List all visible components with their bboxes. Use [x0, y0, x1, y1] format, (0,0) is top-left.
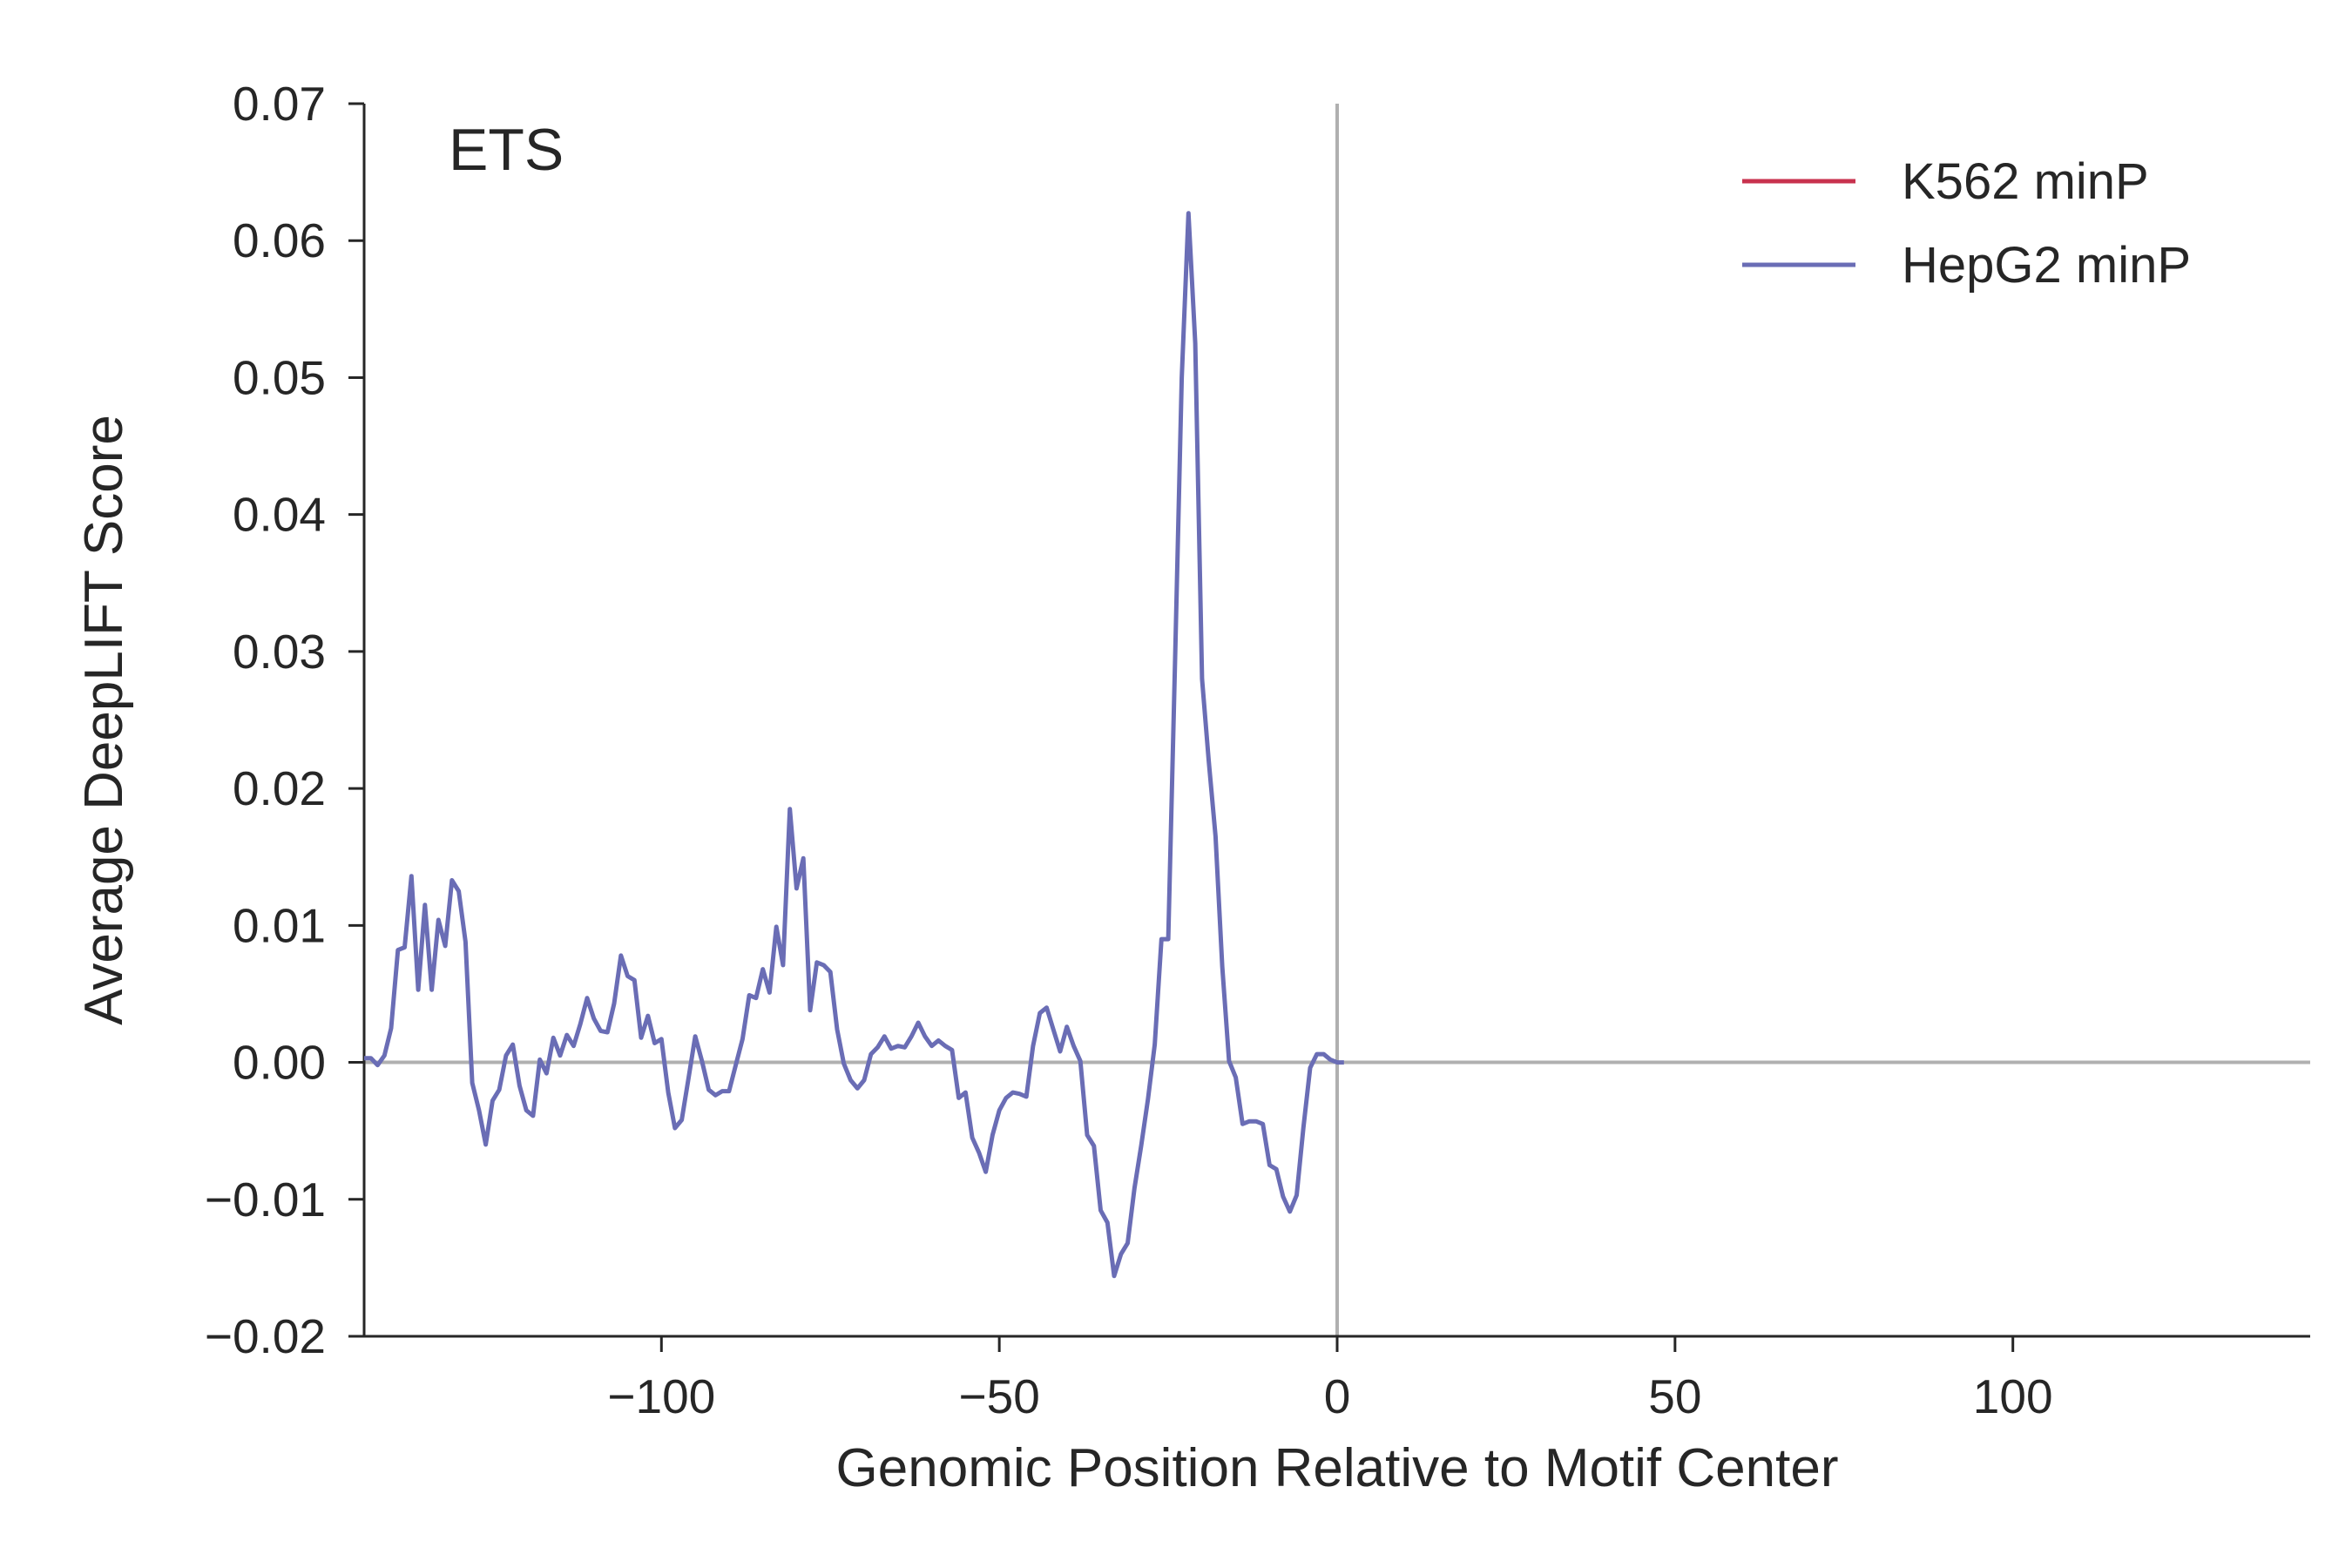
- y-tick-label: 0.04: [233, 488, 326, 542]
- y-axis-title: Average DeepLIFT Score: [74, 415, 134, 1025]
- y-tick-label: 0.03: [233, 625, 326, 679]
- y-tick-label: 0.02: [233, 761, 326, 815]
- x-tick-label: 100: [1973, 1369, 2053, 1423]
- axes: −0.02 −0.01 0.00 0.01 0.02 0.03 0.04 0.05 0.06 0.…: [205, 77, 2310, 1423]
- x-tick-label: 50: [1648, 1369, 1701, 1423]
- series-line-hepg2-minp: [364, 211, 1344, 1279]
- x-tick-label: 0: [1324, 1369, 1351, 1423]
- y-tick-label: 0.01: [233, 898, 326, 952]
- y-tick-label: 0.06: [233, 213, 326, 267]
- y-tick-label: 0.07: [233, 77, 326, 131]
- y-tick-label: 0.05: [233, 350, 326, 404]
- panel-label: ETS: [449, 117, 564, 183]
- y-tick-label: −0.01: [205, 1173, 326, 1227]
- x-axis-title: Genomic Position Relative to Motif Cente…: [836, 1438, 1839, 1498]
- legend-label-hepg2-minp: HepG2 minP: [1902, 237, 2191, 294]
- y-tick-label: −0.02: [205, 1309, 326, 1363]
- series-layer: [364, 211, 1344, 1279]
- legend: K562 minP HepG2 minP: [1742, 153, 2191, 294]
- x-tick-label: −100: [607, 1369, 715, 1423]
- x-tick-label: −50: [959, 1369, 1040, 1423]
- legend-label-k562-minp: K562 minP: [1902, 153, 2149, 210]
- y-tick-label: 0.00: [233, 1036, 326, 1090]
